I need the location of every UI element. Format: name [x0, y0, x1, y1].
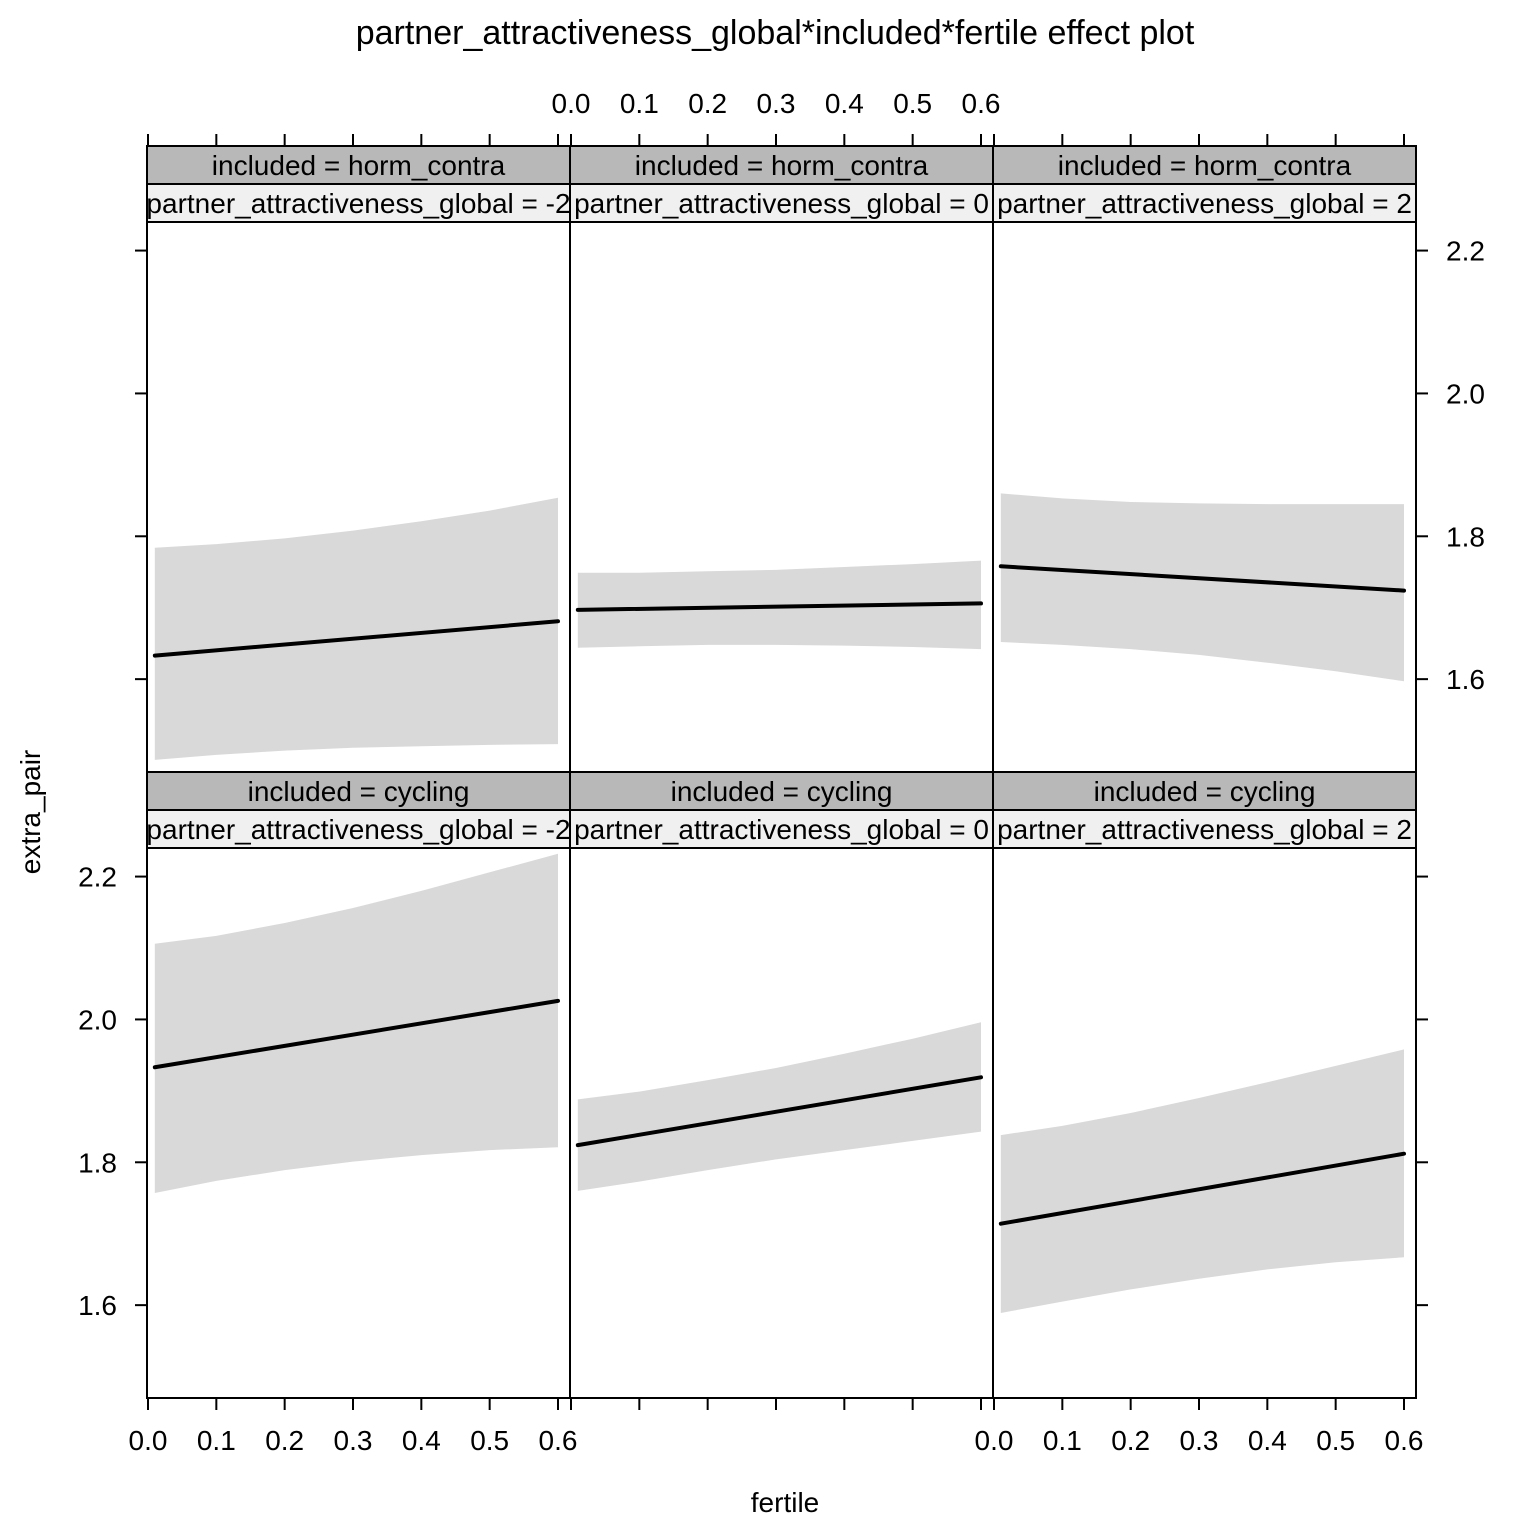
y-tick-label-right: 1.8: [1446, 521, 1485, 552]
x-tick-label-top: 0.2: [688, 88, 727, 119]
x-tick-label-bottom: 0.2: [1111, 1425, 1150, 1456]
y-tick-label-left: 1.8: [78, 1147, 117, 1178]
fit-line: [575, 601, 983, 612]
x-tick-label-bottom: 0.0: [129, 1425, 168, 1456]
x-tick-label-bottom: 0.0: [975, 1425, 1014, 1456]
strip-included-label: included = horm_contra: [635, 150, 929, 181]
strip-partner-attractiveness: [146, 183, 571, 223]
strip-partner-attractiveness-label: partner_attractiveness_global = 0: [574, 814, 989, 845]
strip-included: [992, 771, 1417, 811]
fit-line: [998, 564, 1406, 593]
x-tick-label-bottom: 0.1: [1043, 1425, 1082, 1456]
strip-partner-attractiveness-label: partner_attractiveness_global = 0: [574, 188, 989, 219]
x-tick-label-top: 0.6: [962, 88, 1001, 119]
panel-top-1: included = horm_contra partner_attractive…: [569, 145, 994, 773]
x-tick-label-bottom: 0.6: [539, 1425, 578, 1456]
x-tick-label-bottom: 0.4: [1248, 1425, 1287, 1456]
confidence-band: [154, 853, 559, 1193]
y-tick-label-right: 2.0: [1446, 378, 1485, 409]
x-tick-label-bottom: 0.2: [265, 1425, 304, 1456]
fit-line: [998, 1151, 1406, 1226]
x-tick-label-bottom: 0.1: [197, 1425, 236, 1456]
y-tick-label-right: 1.6: [1446, 664, 1485, 695]
strip-included-label: included = cycling: [1094, 776, 1316, 807]
x-tick-label-bottom: 0.3: [334, 1425, 373, 1456]
y-tick-label-left: 2.0: [78, 1004, 117, 1035]
panel-border: [569, 221, 994, 773]
strip-included-label: included = horm_contra: [212, 150, 506, 181]
x-tick-label-top: 0.4: [825, 88, 864, 119]
confidence-band: [154, 497, 559, 760]
x-tick-label-top: 0.0: [552, 88, 591, 119]
strip-included: [569, 145, 994, 185]
strip-partner-attractiveness: [146, 809, 571, 849]
fit-line: [152, 619, 560, 658]
strip-partner-attractiveness-label: partner_attractiveness_global = 2: [997, 814, 1412, 845]
panel-bottom-2: included = cycling partner_attractiveness…: [992, 771, 1417, 1399]
strip-included: [992, 145, 1417, 185]
strip-partner-attractiveness-label: partner_attractiveness_global = 2: [997, 188, 1412, 219]
y-tick-label-left: 1.6: [78, 1290, 117, 1321]
strip-partner-attractiveness: [992, 809, 1417, 849]
x-tick-label-bottom: 0.4: [402, 1425, 441, 1456]
y-tick-label-left: 2.2: [78, 862, 117, 893]
panel-bottom-0: included = cycling partner_attractiveness…: [146, 771, 571, 1399]
confidence-band: [1000, 1049, 1404, 1313]
strip-partner-attractiveness-label: partner_attractiveness_global = -2: [146, 188, 570, 219]
panel-border: [992, 847, 1417, 1399]
strip-included-label: included = cycling: [248, 776, 470, 807]
axes: 0.0 0.1 0.2 0.3 0.4 0.5 0.6 0.0 0.1 0.2 0.3 0.4 0.5 0…: [78, 88, 1485, 1456]
panel-border: [992, 221, 1417, 773]
chart-title: partner_attractiveness_global*included*f…: [356, 14, 1195, 52]
y-axis-title: extra_pair: [15, 750, 46, 875]
confidence-band: [1000, 493, 1404, 682]
panel-grid: included = horm_contra partner_attractive…: [146, 145, 1417, 1399]
strip-partner-attractiveness-label: partner_attractiveness_global = -2: [146, 814, 570, 845]
x-tick-label-bottom: 0.5: [1316, 1425, 1355, 1456]
strip-included: [569, 771, 994, 811]
x-tick-label-top: 0.1: [620, 88, 659, 119]
x-tick-label-bottom: 0.5: [470, 1425, 509, 1456]
x-tick-label-bottom: 0.3: [1180, 1425, 1219, 1456]
panel-top-0: included = horm_contra partner_attractive…: [146, 145, 571, 773]
fit-line: [575, 1075, 983, 1148]
fit-line: [152, 998, 560, 1070]
x-tick-label-top: 0.3: [757, 88, 796, 119]
confidence-band: [577, 1022, 981, 1191]
x-axis-title: fertile: [751, 1487, 819, 1518]
x-tick-label-top: 0.5: [893, 88, 932, 119]
panel-bottom-1: included = cycling partner_attractiveness…: [569, 771, 994, 1399]
panel-top-2: included = horm_contra partner_attractive…: [992, 145, 1417, 773]
strip-included-label: included = cycling: [671, 776, 893, 807]
x-tick-label-bottom: 0.6: [1385, 1425, 1424, 1456]
y-tick-label-right: 2.2: [1446, 236, 1485, 267]
strip-included-label: included = horm_contra: [1058, 150, 1352, 181]
